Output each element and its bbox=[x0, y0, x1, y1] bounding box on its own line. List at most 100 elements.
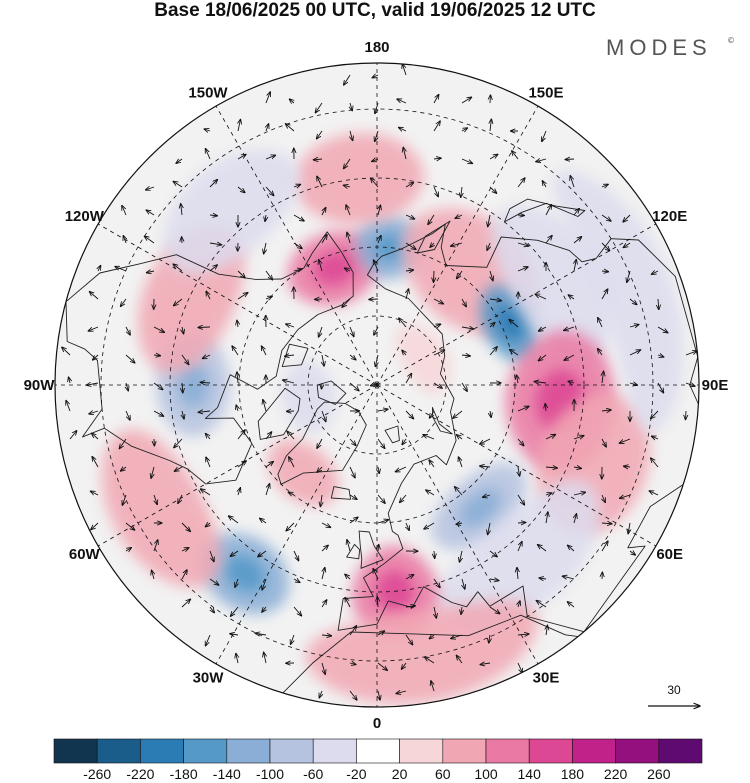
wind-arrow bbox=[264, 652, 266, 664]
wind-arrow bbox=[205, 433, 210, 440]
wind-arrow bbox=[258, 550, 267, 557]
wind-arrow bbox=[574, 259, 576, 272]
wind-arrow bbox=[349, 690, 357, 700]
wind-arrow bbox=[293, 579, 300, 583]
wind-arrow bbox=[461, 158, 473, 164]
wind-arrow bbox=[434, 550, 435, 558]
wind-arrow bbox=[343, 185, 351, 187]
wind-arrow bbox=[369, 299, 379, 300]
wind-arrow bbox=[489, 186, 497, 193]
brand-logo: MODES bbox=[606, 35, 712, 60]
wind-arrow bbox=[488, 214, 490, 227]
wind-arrow bbox=[395, 466, 407, 472]
wind-arrow bbox=[152, 570, 155, 580]
wind-arrow bbox=[209, 215, 217, 216]
wind-arrow bbox=[262, 606, 266, 612]
wind-arrow bbox=[402, 64, 407, 76]
wind-arrow bbox=[153, 410, 164, 416]
wind-arrow bbox=[461, 298, 466, 307]
wind-arrow bbox=[545, 493, 552, 495]
wind-arrow bbox=[344, 158, 351, 169]
wind-arrow bbox=[181, 522, 190, 532]
wind-arrow bbox=[69, 377, 71, 384]
colorbar-swatch bbox=[442, 738, 487, 764]
wind-arrow bbox=[651, 458, 659, 468]
wind-arrow bbox=[265, 92, 270, 104]
wind-arrow bbox=[174, 438, 183, 448]
wind-arrow bbox=[237, 430, 245, 440]
wind-arrow bbox=[317, 130, 323, 139]
colorbar-tick-label: 220 bbox=[603, 766, 628, 782]
wind-arrow bbox=[429, 410, 435, 418]
wind-arrow bbox=[349, 494, 357, 499]
wind-arrow bbox=[545, 205, 552, 216]
coastline bbox=[281, 343, 309, 368]
wind-arrow bbox=[433, 158, 441, 159]
coastline bbox=[330, 486, 352, 500]
wind-arrow bbox=[651, 271, 659, 274]
wind-arrow bbox=[490, 95, 491, 104]
wind-arrow bbox=[265, 270, 273, 280]
wind-arrow bbox=[293, 214, 304, 221]
wind-arrow bbox=[198, 327, 211, 328]
wind-arrow bbox=[204, 129, 211, 131]
longitude-label: 90W bbox=[24, 377, 56, 394]
wind-arrow bbox=[317, 438, 323, 448]
wind-arrow bbox=[375, 102, 378, 114]
wind-arrow bbox=[378, 690, 380, 700]
meridian-line bbox=[97, 384, 378, 547]
meridian-line bbox=[376, 105, 539, 386]
reference-vector-label: 30 bbox=[667, 683, 681, 697]
wind-arrow bbox=[237, 293, 248, 300]
wind-arrow bbox=[457, 270, 463, 279]
wind-arrow bbox=[319, 326, 323, 337]
wind-arrow bbox=[424, 522, 435, 529]
colorbar bbox=[53, 738, 703, 764]
wind-arrow bbox=[321, 410, 326, 422]
wind-arrow bbox=[265, 186, 274, 196]
wind-arrow bbox=[287, 431, 295, 440]
wind-arrow bbox=[510, 350, 519, 356]
wind-arrow bbox=[174, 466, 183, 471]
wind-arrow bbox=[405, 242, 416, 250]
wind-arrow bbox=[374, 326, 379, 335]
colorbar-swatch bbox=[572, 738, 616, 764]
wind-arrow bbox=[657, 382, 664, 393]
wind-arrow bbox=[378, 236, 381, 244]
wind-arrow bbox=[153, 382, 163, 390]
wind-arrow bbox=[289, 99, 294, 103]
wind-arrow bbox=[489, 550, 497, 557]
wind-arrow bbox=[686, 410, 687, 420]
wind-arrow bbox=[627, 270, 630, 283]
wind-arrow bbox=[402, 438, 406, 445]
wind-arrow bbox=[349, 438, 356, 446]
wind-arrow bbox=[402, 350, 406, 355]
wind-arrow bbox=[265, 155, 276, 160]
wind-arrow bbox=[378, 544, 379, 552]
wind-arrow bbox=[512, 151, 519, 160]
wind-arrow bbox=[321, 522, 331, 528]
wind-arrow bbox=[115, 267, 127, 272]
wind-arrow bbox=[178, 494, 183, 504]
wind-arrow bbox=[517, 438, 524, 446]
meridian-line bbox=[376, 223, 657, 386]
colorbar-tick-label: 260 bbox=[647, 766, 671, 782]
anomaly-shading bbox=[101, 133, 684, 705]
wind-arrow bbox=[685, 351, 697, 356]
wind-arrow bbox=[657, 326, 668, 333]
wind-arrow bbox=[173, 181, 183, 188]
colorbar-tick-label: 180 bbox=[560, 766, 585, 782]
wind-arrow bbox=[601, 271, 609, 272]
wind-arrow bbox=[313, 159, 323, 160]
wind-arrow bbox=[285, 355, 295, 356]
wind-arrow bbox=[144, 236, 155, 244]
wind-arrow bbox=[456, 435, 463, 439]
colorbar-swatch bbox=[96, 738, 141, 764]
wind-arrow bbox=[181, 570, 187, 580]
wind-arrow bbox=[429, 460, 435, 468]
wind-arrow bbox=[601, 410, 611, 411]
wind-arrow bbox=[237, 270, 245, 278]
wind-arrow bbox=[93, 354, 99, 360]
wind-arrow bbox=[86, 383, 99, 385]
wind-arrow bbox=[517, 494, 525, 505]
